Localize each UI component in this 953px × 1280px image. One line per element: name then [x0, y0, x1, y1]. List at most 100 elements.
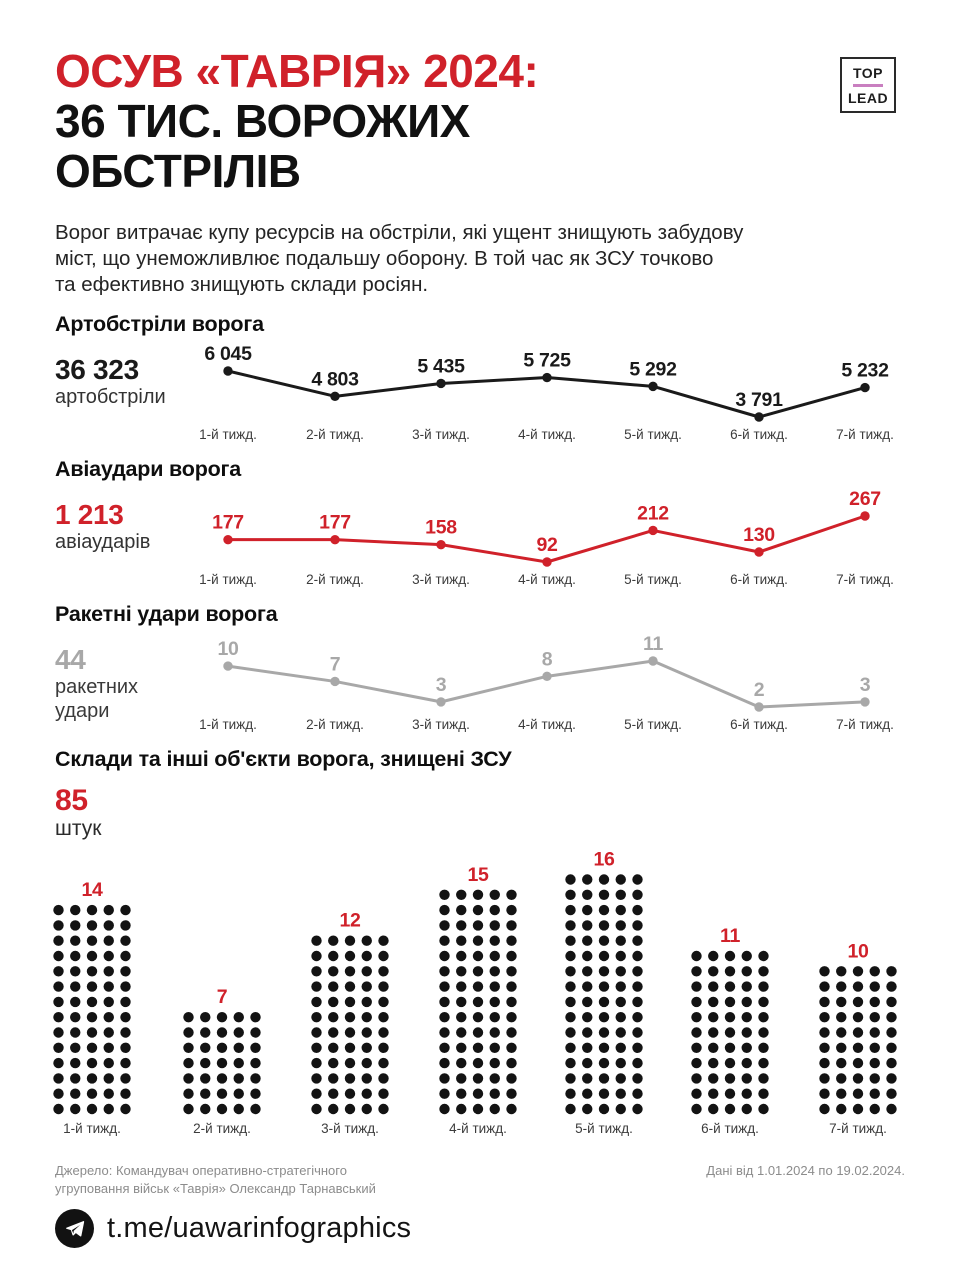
svg-text:177: 177 — [319, 512, 351, 534]
svg-text:7-й тижд.: 7-й тижд. — [836, 717, 894, 732]
telegram-handle-link[interactable]: t.me/uawarinfographics — [107, 1212, 412, 1245]
airstrikes-chart: 1 213 авіаударів 177 1-й тижд. 177 2-й тижд… — [55, 488, 905, 588]
svg-text:7-й тижд.: 7-й тижд. — [829, 1121, 887, 1136]
svg-text:12: 12 — [339, 910, 361, 932]
svg-text:212: 212 — [637, 503, 669, 525]
svg-text:7-й тижд.: 7-й тижд. — [836, 572, 894, 587]
artillery-total-label: артобстріли — [55, 386, 166, 409]
svg-text:7: 7 — [330, 654, 341, 676]
svg-text:1-й тижд.: 1-й тижд. — [63, 1121, 121, 1136]
intro-paragraph: Ворог витрачає купу ресурсів на обстріли… — [55, 220, 905, 298]
svg-text:1-й тижд.: 1-й тижд. — [199, 717, 257, 732]
page-title: ОСУВ «ТАВРІЯ» 2024: 36 ТИС. ВОРОЖИХ ОБСТ… — [55, 45, 905, 198]
svg-text:5-й тижд.: 5-й тижд. — [624, 717, 682, 732]
artillery-total-value: 36 323 — [55, 354, 139, 386]
missiles-total-label: ракетних удари — [55, 676, 139, 722]
section-heading-artillery: Артобстріли ворога — [55, 312, 264, 337]
svg-text:177: 177 — [212, 512, 244, 534]
section-heading-depots: Склади та інші об'єкти ворога, знищені З… — [55, 747, 512, 772]
svg-text:2-й тижд.: 2-й тижд. — [193, 1121, 251, 1136]
top-lead-logo: TOP LEAD — [840, 57, 896, 113]
svg-text:3: 3 — [860, 674, 871, 696]
depots-total-label: штук — [55, 817, 102, 841]
section-heading-airstrikes: Авіаудари ворога — [55, 457, 242, 482]
intro-line-3: та ефективно знищують склади росіян. — [55, 273, 429, 297]
intro-line-1: Ворог витрачає купу ресурсів на обстріли… — [55, 221, 744, 245]
svg-text:3 791: 3 791 — [735, 389, 783, 411]
page-title-black-line2: ОБСТРІЛІВ — [55, 145, 301, 198]
svg-text:4-й тижд.: 4-й тижд. — [449, 1121, 507, 1136]
missiles-line-chart: 10 1-й тижд. 7 2-й тижд. 3 3-й тижд. 8 4-й тижд… — [199, 633, 894, 732]
svg-text:4-й тижд.: 4-й тижд. — [518, 572, 576, 587]
footer: t.me/uawarinfographics — [55, 1209, 905, 1249]
svg-text:11: 11 — [720, 925, 740, 947]
svg-text:4-й тижд.: 4-й тижд. — [518, 427, 576, 442]
telegram-plane-glyph — [65, 1220, 84, 1237]
svg-text:158: 158 — [425, 517, 457, 539]
svg-text:14: 14 — [81, 879, 103, 901]
section-heading-missiles: Ракетні удари ворога — [55, 602, 278, 627]
source-line-1: Джерело: Командувач оперативно-стратегіч… — [55, 1163, 347, 1179]
svg-text:5 292: 5 292 — [629, 359, 677, 381]
missiles-total: 44 ракетних удари — [55, 645, 138, 723]
svg-text:8: 8 — [542, 649, 553, 671]
page-title-black-line1: 36 ТИС. ВОРОЖИХ — [55, 95, 470, 148]
depots-dot-chart: 14 1-й тижд. 7 2-й тижд. 12 3-й тижд. 15 4-й ти… — [53, 844, 905, 1154]
svg-text:5 232: 5 232 — [841, 360, 889, 382]
page-title-red-line: ОСУВ «ТАВРІЯ» 2024: — [55, 45, 539, 97]
svg-text:1-й тижд.: 1-й тижд. — [199, 572, 257, 587]
source-line-2: угруповання військ «Таврія» Олександр Та… — [55, 1180, 376, 1196]
svg-text:7-й тижд.: 7-й тижд. — [836, 427, 894, 442]
svg-text:3-й тижд.: 3-й тижд. — [412, 427, 470, 442]
svg-text:3-й тижд.: 3-й тижд. — [412, 717, 470, 732]
svg-text:4 803: 4 803 — [311, 369, 359, 391]
svg-text:1-й тижд.: 1-й тижд. — [199, 427, 257, 442]
svg-text:3-й тижд.: 3-й тижд. — [321, 1121, 379, 1136]
svg-text:15: 15 — [467, 864, 489, 886]
svg-text:6-й тижд.: 6-й тижд. — [730, 717, 788, 732]
svg-text:2-й тижд.: 2-й тижд. — [306, 717, 364, 732]
airstrikes-total: 1 213 авіаударів — [55, 500, 150, 554]
svg-text:11: 11 — [643, 633, 663, 655]
svg-text:4-й тижд.: 4-й тижд. — [518, 717, 576, 732]
svg-text:2-й тижд.: 2-й тижд. — [306, 572, 364, 587]
svg-text:10: 10 — [847, 941, 869, 963]
svg-text:16: 16 — [593, 849, 615, 871]
svg-text:6 045: 6 045 — [204, 343, 252, 365]
artillery-total: 36 323 артобстріли — [55, 355, 166, 409]
logo-divider — [853, 83, 883, 87]
depots-pictogram: 14 1-й тижд. 7 2-й тижд. 12 3-й тижд. 15 4-й ти… — [53, 849, 897, 1136]
svg-text:92: 92 — [536, 534, 558, 556]
svg-text:5 435: 5 435 — [417, 356, 465, 378]
svg-text:7: 7 — [217, 986, 228, 1008]
svg-text:5-й тижд.: 5-й тижд. — [575, 1121, 633, 1136]
artillery-line-chart: 6 045 1-й тижд. 4 803 2-й тижд. 5 435 3-й тиж… — [199, 343, 894, 442]
svg-text:2: 2 — [754, 679, 765, 701]
svg-text:6-й тижд.: 6-й тижд. — [730, 572, 788, 587]
depots-total-value: 85 — [55, 784, 88, 818]
svg-text:5-й тижд.: 5-й тижд. — [624, 427, 682, 442]
svg-text:6-й тижд.: 6-й тижд. — [701, 1121, 759, 1136]
date-note: Дані від 1.01.2024 по 19.02.2024. — [706, 1163, 905, 1179]
svg-text:10: 10 — [217, 639, 239, 661]
svg-text:130: 130 — [743, 524, 775, 546]
airstrikes-line-chart: 177 1-й тижд. 177 2-й тижд. 158 3-й тижд. 92 4-… — [199, 488, 894, 587]
telegram-icon[interactable] — [55, 1209, 94, 1249]
svg-text:2-й тижд.: 2-й тижд. — [306, 427, 364, 442]
depots-total: 85 штук — [55, 784, 905, 842]
svg-text:6-й тижд.: 6-й тижд. — [730, 427, 788, 442]
svg-text:3-й тижд.: 3-й тижд. — [412, 572, 470, 587]
airstrikes-total-value: 1 213 — [55, 499, 124, 531]
artillery-chart: 36 323 артобстріли 6 045 1-й тижд. 4 803 2-… — [55, 343, 905, 443]
intro-line-2: міст, що унеможливлює подальшу оборону. … — [55, 247, 714, 271]
airstrikes-total-label: авіаударів — [55, 531, 151, 554]
source-note: Джерело: Командувач оперативно-стратегіч… — [55, 1162, 376, 1197]
svg-text:5 725: 5 725 — [523, 350, 571, 372]
logo-lead-text: LEAD — [847, 89, 889, 106]
svg-text:267: 267 — [849, 488, 881, 510]
missiles-chart: 44 ракетних удари 10 1-й тижд. 7 2-й тижд. 3… — [55, 633, 905, 733]
missiles-total-value: 44 — [55, 644, 86, 676]
svg-text:3: 3 — [436, 674, 447, 696]
source-row: Джерело: Командувач оперативно-стратегіч… — [55, 1162, 905, 1197]
